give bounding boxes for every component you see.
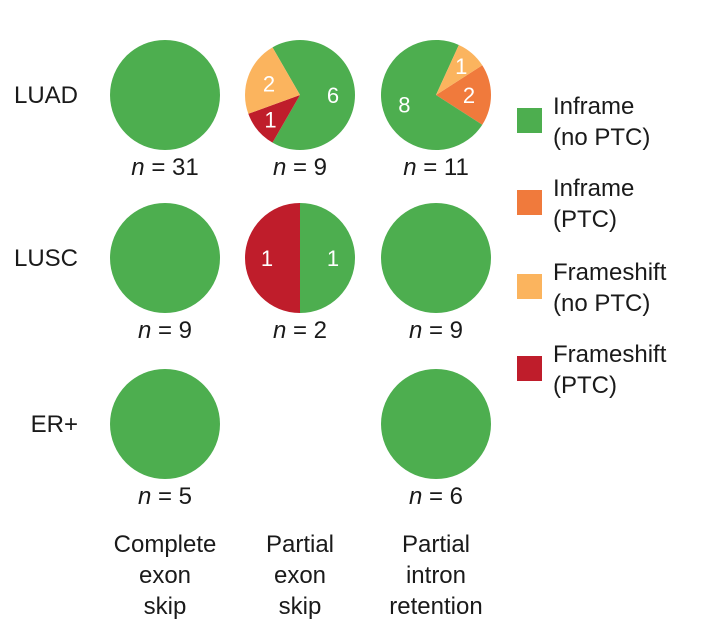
pie-lusc-complete xyxy=(110,203,220,313)
column-label-partial_exon: exon xyxy=(274,562,326,589)
row-label-luad: LUAD xyxy=(14,82,78,109)
row-labels: LUAD LUSC ER+ xyxy=(14,82,78,438)
column-label-complete: skip xyxy=(144,593,187,620)
legend: Inframe (no PTC) Inframe (PTC) Frameshift (no… xyxy=(517,93,667,399)
pie-slice-inframe_no_ptc xyxy=(381,40,483,151)
n-label: n = 9 xyxy=(409,317,463,344)
legend-label: (no PTC) xyxy=(553,290,650,317)
legend-label: (PTC) xyxy=(553,372,617,399)
slice-value-label: 1 xyxy=(327,246,339,271)
pie-slice-frameshift_no_ptc xyxy=(436,44,483,95)
row-label-er: ER+ xyxy=(31,411,78,438)
legend-swatch xyxy=(517,274,542,299)
legend-label: Frameshift xyxy=(553,341,667,368)
pie-luad-partial_intron: 2 8 1 xyxy=(381,40,491,151)
n-label: n = 9 xyxy=(273,154,327,181)
n-label: n = 5 xyxy=(138,483,192,510)
column-label-partial_intron: retention xyxy=(389,593,482,620)
pie-slice-inframe_no_ptc xyxy=(110,40,220,150)
n-label: n = 6 xyxy=(409,483,463,510)
column-label-partial_exon: skip xyxy=(279,593,322,620)
pie-slice-inframe_no_ptc xyxy=(110,369,220,479)
pie-slice-inframe_no_ptc xyxy=(110,203,220,313)
column-label-partial_intron: Partial xyxy=(402,531,470,558)
pie-slice-frameshift_ptc xyxy=(248,95,300,143)
pie-slice-inframe_no_ptc xyxy=(381,369,491,479)
legend-item-frameshift_ptc: Frameshift (PTC) xyxy=(517,341,667,399)
n-label: n = 2 xyxy=(273,317,327,344)
slice-value-label: 2 xyxy=(463,83,475,108)
legend-swatch xyxy=(517,356,542,381)
legend-swatch xyxy=(517,190,542,215)
pie-er-complete xyxy=(110,369,220,479)
slice-value-label: 6 xyxy=(327,83,339,108)
legend-swatch xyxy=(517,108,542,133)
n-label: n = 9 xyxy=(138,317,192,344)
slice-value-label: 8 xyxy=(398,92,410,117)
pie-er-partial_intron xyxy=(381,369,491,479)
column-label-complete: Complete xyxy=(114,531,217,558)
row-label-lusc: LUSC xyxy=(14,245,78,272)
legend-item-inframe_ptc: Inframe (PTC) xyxy=(517,175,634,233)
n-label: n = 11 xyxy=(403,154,469,181)
legend-label: Inframe xyxy=(553,93,634,120)
slice-value-label: 1 xyxy=(261,246,273,271)
slice-value-label: 1 xyxy=(455,54,467,79)
pie-slice-frameshift_no_ptc xyxy=(245,47,300,114)
column-label-partial_intron: intron xyxy=(406,562,466,589)
legend-item-frameshift_no_ptc: Frameshift (no PTC) xyxy=(517,259,667,317)
pie-slice-inframe_no_ptc xyxy=(272,39,355,150)
slice-value-label: 1 xyxy=(264,108,276,133)
legend-label: (PTC) xyxy=(553,206,617,233)
legend-label: Inframe xyxy=(553,175,634,202)
legend-label: (no PTC) xyxy=(553,124,650,151)
pie-lusc-partial_intron xyxy=(381,203,491,313)
pie-slice-inframe_no_ptc xyxy=(300,203,355,313)
pie-luad-partial_exon: 6 1 2 xyxy=(245,39,355,150)
n-labels: n = 31 n = 9 n = 11 n = 9 n = 2 n = 9 n = 5 n =… xyxy=(131,154,469,510)
legend-label: Frameshift xyxy=(553,259,667,286)
slice-value-label: 2 xyxy=(263,72,275,97)
pie-slice-inframe_ptc xyxy=(436,65,491,125)
pie-slice-frameshift_ptc xyxy=(245,203,300,313)
column-label-complete: exon xyxy=(139,562,191,589)
pie-lusc-partial_exon: 11 xyxy=(245,203,355,313)
column-labels: Complete exon skip Partial exon skip Partial in… xyxy=(114,531,483,620)
pie-slice-inframe_no_ptc xyxy=(381,203,491,313)
legend-item-inframe_no_ptc: Inframe (no PTC) xyxy=(517,93,650,151)
n-label: n = 31 xyxy=(131,154,198,181)
pie-luad-complete xyxy=(110,40,220,150)
column-label-partial_exon: Partial xyxy=(266,531,334,558)
